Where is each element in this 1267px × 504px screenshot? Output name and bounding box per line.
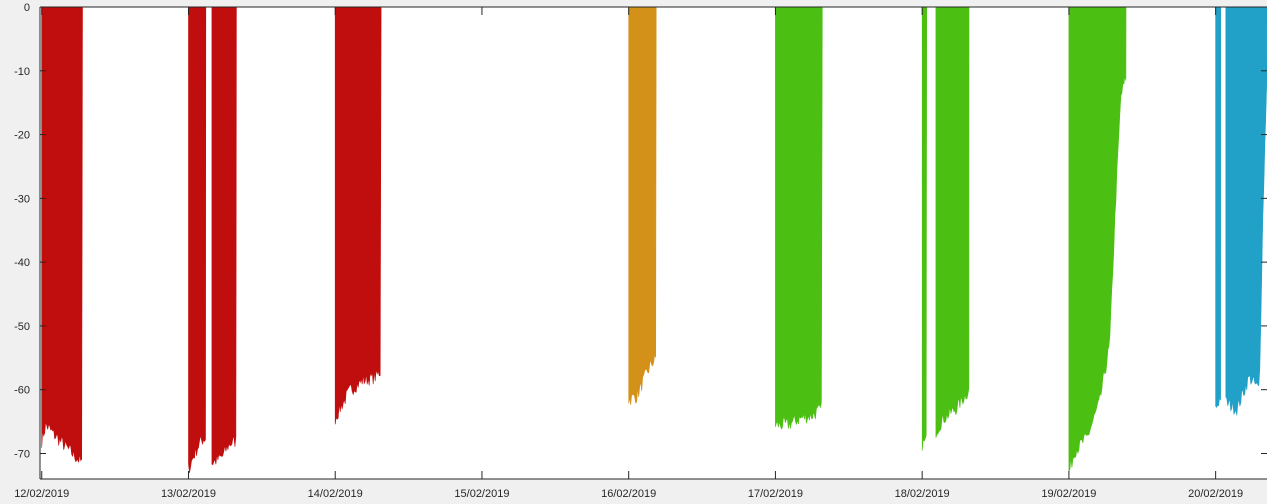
y-tick-label: 0 (24, 2, 30, 14)
data-band-3-1 (1225, 6, 1267, 416)
bars-layer (41, 6, 1267, 474)
data-band-2-1 (921, 6, 928, 451)
data-band-0-0 (41, 6, 83, 463)
data-band-2-2 (935, 6, 970, 438)
y-tick-label: -10 (14, 66, 30, 78)
data-band-2-3 (1068, 6, 1127, 472)
data-band-0-3 (334, 6, 382, 425)
y-tick-label: -40 (14, 257, 30, 269)
y-tick-label: -70 (14, 448, 30, 460)
data-band-2-0 (775, 6, 823, 430)
y-tick-label: -20 (14, 130, 30, 142)
y-tick-label: -30 (14, 193, 30, 205)
x-tick-label: 14/02/2019 (308, 488, 363, 500)
y-tick-label: -60 (14, 385, 30, 397)
axes-layer: 0 -10 -20 -30 -40 -50 -60 -70 12/02/2019 13/02/20… (14, 2, 1267, 500)
x-tick-label: 12/02/2019 (14, 488, 69, 500)
x-tick-label: 17/02/2019 (748, 488, 803, 500)
x-tick-label: 18/02/2019 (895, 488, 950, 500)
y-tick-label: -50 (14, 321, 30, 333)
x-tick-label: 20/02/2019 (1188, 488, 1243, 500)
data-band-1-0 (628, 6, 657, 405)
data-band-3-0 (1215, 6, 1222, 408)
x-tick-label: 16/02/2019 (601, 488, 656, 500)
data-band-0-1 (188, 6, 207, 474)
x-tick-label: 15/02/2019 (454, 488, 509, 500)
x-tick-label: 13/02/2019 (161, 488, 216, 500)
x-tick-label: 19/02/2019 (1041, 488, 1096, 500)
data-band-0-2 (211, 6, 237, 466)
